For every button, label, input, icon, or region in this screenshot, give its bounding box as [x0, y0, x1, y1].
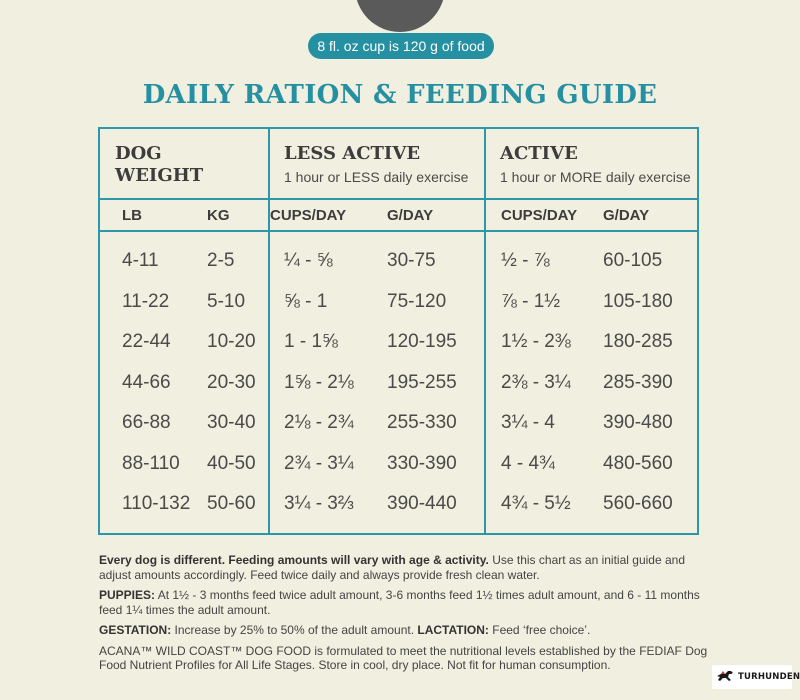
column-header-divider: [100, 230, 697, 232]
cell-less-cups: 3¼ - 3⅔: [284, 493, 354, 514]
cell-active-cups: 1½ - 2⅜: [501, 331, 571, 352]
cell-less-cups: ¼ - ⅝: [284, 250, 333, 271]
cell-less-cups: 2¾ - 3¼: [284, 452, 354, 474]
note-puppies: PUPPIES: At 1½ - 3 months feed twice adu…: [99, 588, 719, 617]
cell-active-grams: 560-660: [603, 493, 673, 514]
column-header-active-grams: G/DAY: [603, 207, 650, 224]
note-lactation-text: Feed ‘free choice’.: [488, 623, 591, 637]
active-title: ACTIVE: [500, 143, 578, 164]
column-header-active-cups: CUPS/DAY: [501, 207, 578, 224]
dog-weight-header: DOG WEIGHT: [115, 143, 203, 187]
note-intro: Every dog is different. Feeding amounts …: [99, 553, 719, 582]
note-formula: ACANA™ WILD COAST™ DOG FOOD is formulate…: [99, 643, 708, 673]
cell-active-cups: ⅞ - 1½: [501, 290, 561, 312]
measuring-cup-graphic: [355, 0, 445, 32]
cell-active-grams: 60-105: [603, 250, 663, 271]
cell-less-grams: 390-440: [387, 493, 457, 514]
column-header-less-cups: CUPS/DAY: [270, 207, 347, 224]
dog-weight-line1: DOG: [115, 143, 162, 164]
cell-less-cups: 2⅛ - 2¾: [284, 412, 354, 433]
feeding-guide-table: DOG WEIGHT LESS ACTIVE 1 hour or LESS da…: [98, 127, 699, 535]
cell-active-cups: 4¾ - 5½: [501, 493, 571, 514]
cell-active-cups: ½ - ⅞: [501, 250, 550, 271]
note-lactation-label: LACTATION:: [417, 623, 489, 637]
cell-lb: 44-66: [122, 371, 171, 393]
cell-lb: 88-110: [122, 452, 180, 474]
page-title: DAILY RATION & FEEDING GUIDE: [142, 80, 658, 110]
cell-lb: 110-132: [122, 493, 191, 514]
cup-size-note: 8 fl. oz cup is 120 g of food: [308, 33, 494, 59]
cell-less-cups: ⅝ - 1: [284, 290, 328, 312]
note-gestation-label: GESTATION:: [99, 623, 172, 637]
cell-active-grams: 180-285: [603, 331, 673, 352]
cell-kg: 2-5: [207, 250, 235, 271]
note-gestation: GESTATION: Increase by 25% to 50% of the…: [99, 623, 719, 638]
column-divider: [484, 129, 486, 533]
cell-active-grams: 105-180: [603, 290, 673, 312]
active-subtitle: 1 hour or MORE daily exercise: [500, 169, 691, 185]
cell-lb: 11-22: [122, 290, 170, 312]
note-puppies-text: At 1½ - 3 months feed twice adult amount…: [99, 588, 700, 617]
cell-kg: 10-20: [207, 331, 256, 352]
cell-active-cups: 3¼ - 4: [501, 412, 555, 433]
cell-kg: 40-50: [207, 452, 256, 474]
cell-less-grams: 120-195: [387, 331, 457, 352]
dog-weight-line2: WEIGHT: [115, 165, 204, 186]
cell-lb: 66-88: [122, 412, 171, 433]
group-header-divider: [100, 198, 697, 200]
feeding-notes: Every dog is different. Feeding amounts …: [99, 553, 719, 679]
cell-less-cups: 1 - 1⅝: [284, 331, 338, 352]
cell-lb: 4-11: [122, 250, 159, 271]
less-active-subtitle: 1 hour or LESS daily exercise: [284, 169, 469, 185]
running-dog-icon: [715, 668, 735, 687]
note-intro-bold: Every dog is different. Feeding amounts …: [99, 553, 489, 567]
note-intro-text: Use this chart as an initial guide and a…: [99, 553, 685, 582]
cell-lb: 22-44: [122, 331, 171, 352]
cell-kg: 20-30: [207, 371, 256, 393]
less-active-title: LESS ACTIVE: [284, 143, 421, 164]
column-divider: [268, 129, 270, 533]
cell-less-grams: 30-75: [387, 250, 436, 271]
cell-active-grams: 480-560: [603, 452, 673, 474]
column-header-kg: KG: [207, 207, 230, 224]
cell-active-grams: 390-480: [603, 412, 673, 433]
cell-active-grams: 285-390: [603, 371, 673, 393]
column-header-less-grams: G/DAY: [387, 207, 434, 224]
note-gestation-text: Increase by 25% to 50% of the adult amou…: [171, 623, 418, 637]
cell-active-cups: 4 - 4¾: [501, 452, 555, 474]
cell-less-grams: 75-120: [387, 290, 447, 312]
cell-active-cups: 2⅜ - 3¼: [501, 371, 571, 393]
cell-kg: 30-40: [207, 412, 256, 433]
cell-kg: 5-10: [207, 290, 246, 312]
cell-less-grams: 195-255: [387, 371, 457, 393]
cell-less-cups: 1⅝ - 2⅛: [284, 371, 354, 393]
watermark-text: TURHUNDEN: [738, 672, 800, 682]
note-puppies-label: PUPPIES:: [99, 588, 156, 602]
cell-less-grams: 330-390: [387, 452, 457, 474]
column-header-lb: LB: [122, 207, 142, 224]
cell-less-grams: 255-330: [387, 412, 457, 433]
cell-kg: 50-60: [207, 493, 256, 514]
turhunden-watermark: TURHUNDEN: [712, 665, 800, 689]
